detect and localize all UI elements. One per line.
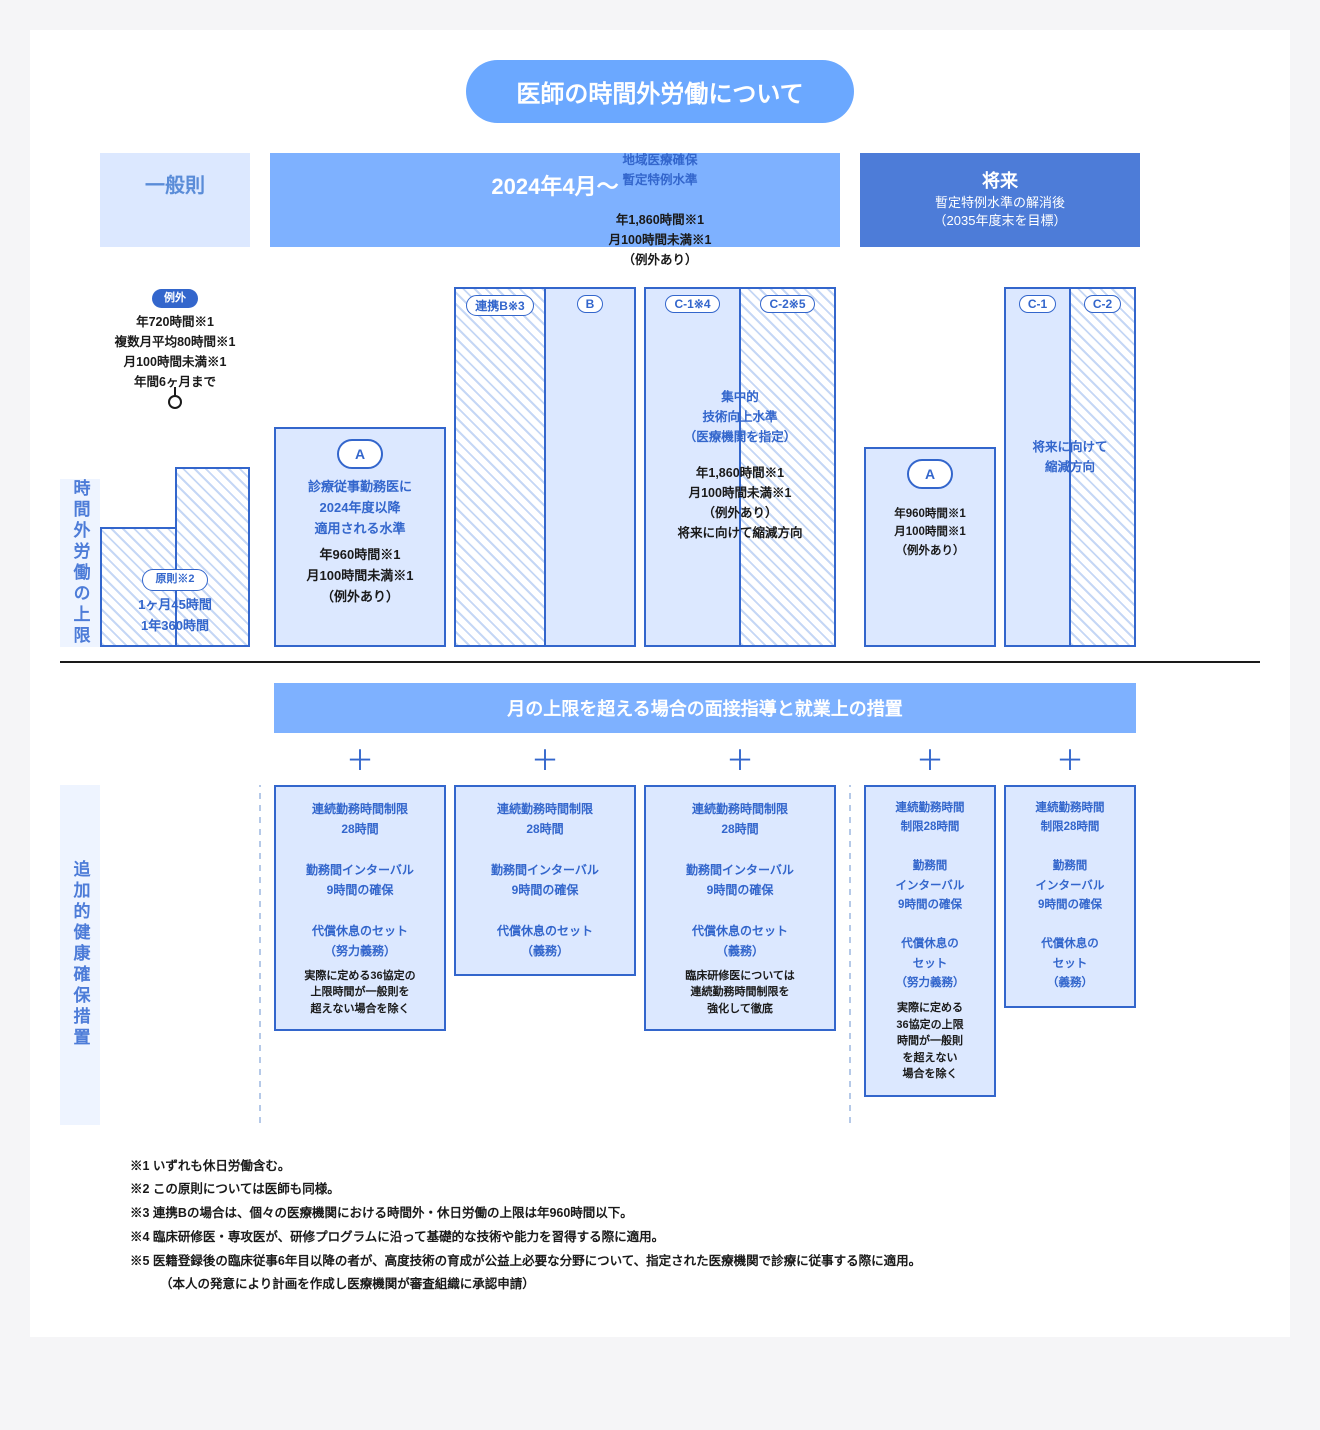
plus-icon: ＋: [450, 739, 640, 779]
box-a: A 診療従事勤務医に 2024年度以降 適用される水準 年960時間※1 月10…: [274, 427, 446, 647]
exception-tag: 例外: [152, 289, 198, 309]
future-box-a: A 年960時間※1 月100時間※1 （例外あり）: [864, 447, 996, 647]
box-c: C-1※4 C-2※5 集中的 技術向上水準 （医療機関を指定） 年1,860時…: [644, 287, 836, 647]
lower-header: 月の上限を超える場合の面接指導と就業上の措置: [274, 683, 1136, 733]
principle-text: 1ヶ月45時間 1年360時間: [100, 595, 250, 637]
infographic-container: 医師の時間外労働について 一般則 2024年4月〜 将来 暫定特例水準の解消後 …: [30, 30, 1290, 1337]
plus-icon: ＋: [640, 739, 840, 779]
upper-row: 時間外労働の上限 例外 年720時間※1 複数月平均80時間※1 月100時間未…: [60, 267, 1260, 647]
measure-3: 連続勤務時間制限 28時間 勤務間インターバル 9時間の確保 代償休息のセット …: [644, 785, 836, 1032]
footnote-5: ※5 医籍登録後の臨床従事6年目以降の者が、高度技術の育成が公益上必要な分野につ…: [130, 1250, 1260, 1274]
main-title: 医師の時間外労働について: [466, 60, 853, 123]
footnote-5-sub: （本人の発意により計画を作成し医療機関が審査組織に承認申請）: [130, 1273, 1260, 1297]
plus-icon: ＋: [1000, 739, 1140, 779]
principle-tag: 原則※2: [142, 569, 207, 591]
plus-icon: ＋: [270, 739, 450, 779]
measure-1: 連続勤務時間制限 28時間 勤務間インターバル 9時間の確保 代償休息のセット …: [274, 785, 446, 1032]
horizontal-divider: [60, 661, 1260, 663]
measure-4: 連続勤務時間 制限28時間 勤務間 インターバル 9時間の確保 代償休息の セッ…: [864, 785, 996, 1097]
footnote-1: ※1 いずれも休日労働含む。: [130, 1155, 1260, 1179]
connector-circle: [168, 395, 182, 409]
footnote-2: ※2 この原則については医師も同様。: [130, 1178, 1260, 1202]
exception-text: 年720時間※1 複数月平均80時間※1 月100時間未満※1 年間6ヶ月まで: [100, 312, 250, 392]
general-column: 例外 年720時間※1 複数月平均80時間※1 月100時間未満※1 年間6ヶ月…: [100, 287, 250, 647]
row-label-upper: 時間外労働の上限: [60, 479, 100, 647]
measure-5: 連続勤務時間 制限28時間 勤務間 インターバル 9時間の確保 代償休息の セッ…: [1004, 785, 1136, 1008]
box-b: 連携B※3 B 地域医療確保 暫定特例水準 年1,860時間※1 月100時間未…: [454, 287, 636, 647]
measure-2: 連続勤務時間制限 28時間 勤務間インターバル 9時間の確保 代償休息のセット …: [454, 785, 636, 976]
footnote-3: ※3 連携Bの場合は、個々の医療機関における時間外・休日労働の上限は年960時間…: [130, 1202, 1260, 1226]
row-label-lower: 追加的健康確保措置: [60, 785, 100, 1125]
footnotes: ※1 いずれも休日労働含む。 ※2 この原則については医師も同様。 ※3 連携B…: [60, 1155, 1260, 1298]
tag-a: A: [337, 439, 383, 469]
plus-row: ＋ ＋ ＋ ＋ ＋: [60, 739, 1260, 779]
future-box-c: C-1 C-2 将来に向けて 縮減方向: [1004, 287, 1136, 647]
plus-icon: ＋: [860, 739, 1000, 779]
footnote-4: ※4 臨床研修医・専攻医が、研修プログラムに沿って基礎的な技術や能力を習得する際…: [130, 1226, 1260, 1250]
lower-row: 追加的健康確保措置 連続勤務時間制限 28時間 勤務間インターバル 9時間の確保…: [60, 785, 1260, 1125]
